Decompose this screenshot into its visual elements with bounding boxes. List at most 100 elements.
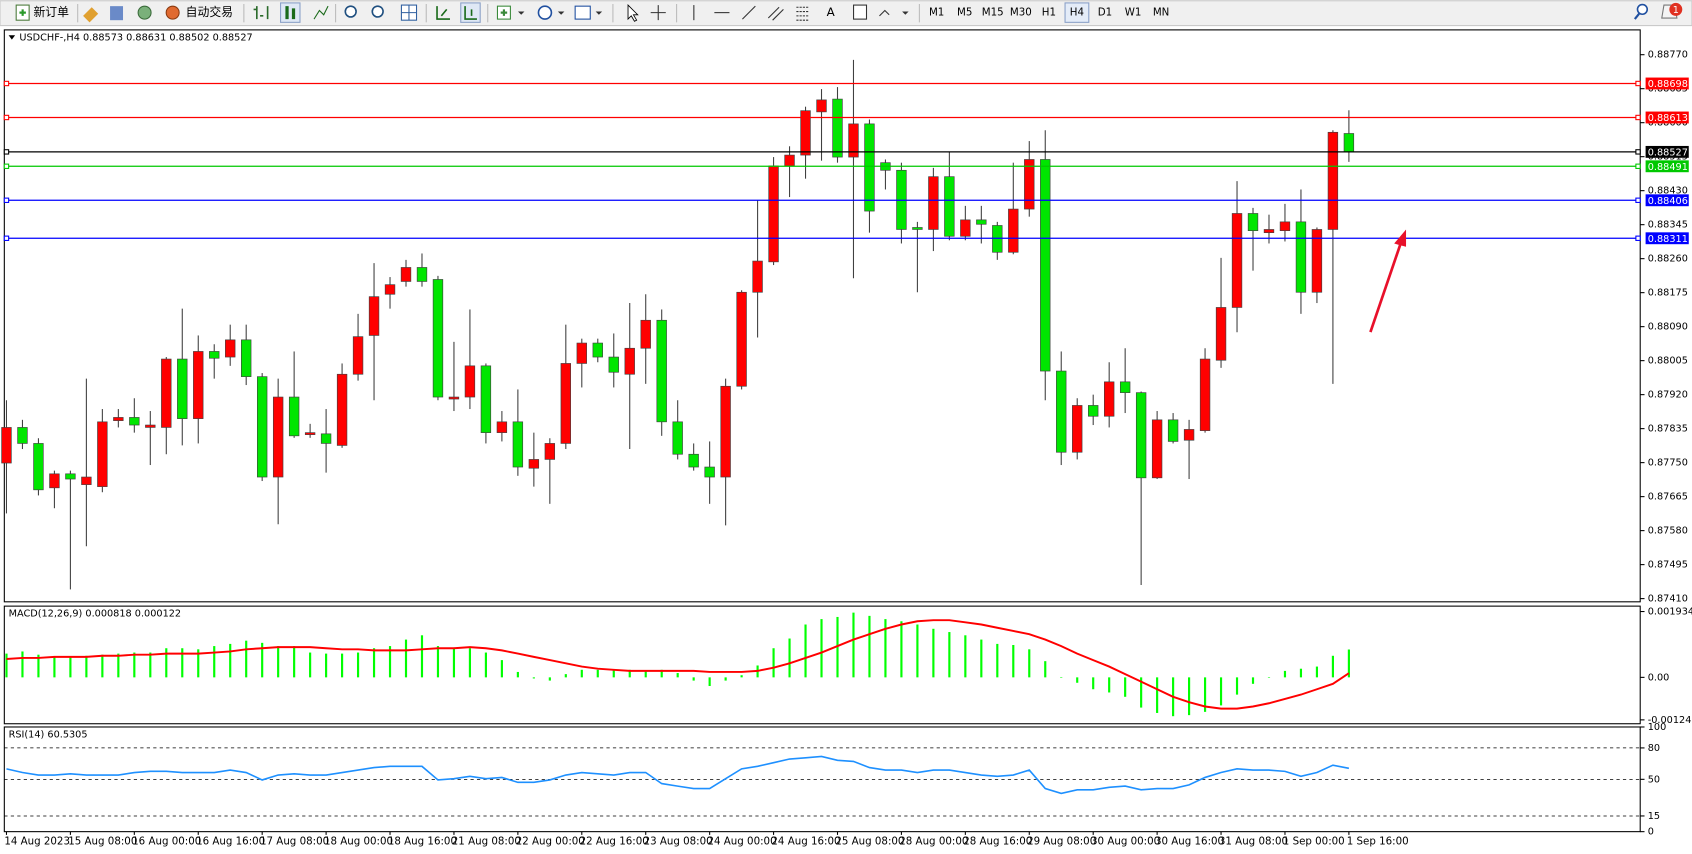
icon-button[interactable] (313, 5, 329, 20)
candle-body (320, 433, 332, 444)
timeframe-button[interactable]: M15 (982, 7, 1004, 19)
macd-bar (1299, 668, 1303, 678)
arrows-tool[interactable] (879, 9, 890, 17)
y-tick-label: 0.88260 (1648, 254, 1688, 265)
macd-bar (1028, 649, 1031, 678)
timeframe-button[interactable]: M30 (1010, 7, 1032, 19)
crosshair-tool[interactable] (650, 5, 666, 21)
text-tool[interactable]: A (827, 5, 836, 19)
line-handle[interactable] (1635, 163, 1641, 169)
icon-button[interactable] (253, 6, 269, 20)
dropdown[interactable] (902, 11, 909, 15)
candle-body (81, 476, 92, 485)
line-handle[interactable] (1635, 197, 1641, 203)
macd-bar (548, 677, 551, 681)
price-label-bg (1645, 77, 1689, 90)
macd-bar (229, 643, 232, 678)
y-tick-label: 0.87920 (1648, 390, 1688, 401)
candle-body (129, 417, 140, 426)
y-tick-label: 50 (1648, 774, 1660, 785)
macd-bar (1203, 677, 1207, 712)
fibo-tool[interactable] (796, 6, 810, 21)
macd-bar (1044, 661, 1047, 678)
macd-bar (1140, 677, 1143, 708)
line-handle[interactable] (3, 80, 10, 87)
x-tick-label: 28 Aug 16:00 (963, 835, 1032, 847)
icon-button[interactable] (280, 2, 301, 23)
y-tick-label: 0.87495 (1648, 560, 1688, 571)
timeframe-button[interactable]: W1 (1125, 7, 1142, 19)
macd-bar (692, 677, 695, 681)
icon (401, 5, 417, 21)
candle-body (352, 336, 364, 375)
rsi-line (6, 755, 1350, 795)
zoom-out[interactable] (371, 5, 384, 18)
macd-bar (101, 654, 104, 678)
templates-button[interactable] (574, 5, 591, 20)
label-tool[interactable] (853, 4, 868, 20)
search-button[interactable] (1633, 13, 1640, 20)
trendline-tool[interactable] (742, 5, 756, 20)
macd-bar (1331, 655, 1334, 678)
candle-body (1167, 419, 1179, 442)
price-label-bg (1645, 160, 1689, 173)
macd-bar (884, 619, 887, 678)
line-handle[interactable] (1635, 80, 1641, 87)
timeframe-button[interactable]: MN (1153, 7, 1170, 19)
y-tick-label: 0.88430 (1648, 186, 1688, 197)
periods-button[interactable] (537, 5, 553, 20)
macd-bar (820, 619, 823, 678)
candle-body (416, 267, 428, 282)
line-handle[interactable] (3, 163, 10, 169)
macd-bar (85, 655, 88, 678)
y-tick-label: 80 (1648, 743, 1660, 754)
icon-button[interactable] (83, 7, 99, 23)
channel-tool[interactable] (767, 6, 784, 21)
candle-body (720, 385, 731, 478)
line-handle[interactable] (1635, 114, 1641, 121)
macd-bar (213, 646, 216, 678)
line-handle[interactable] (3, 197, 10, 203)
x-tick-label: 29 Aug 08:00 (1027, 835, 1096, 847)
timeframe-button[interactable]: D1 (1098, 7, 1112, 19)
line-handle[interactable] (3, 114, 10, 121)
icon-button[interactable] (436, 6, 450, 20)
line-handle[interactable] (3, 235, 10, 241)
line-handle[interactable] (1635, 235, 1641, 241)
candle-body (928, 176, 939, 230)
macd-bar (1188, 677, 1191, 716)
y-tick-label: 0.88175 (1648, 288, 1688, 299)
macd-bar (21, 651, 24, 678)
new-order-button[interactable]: 新订单 (15, 4, 69, 21)
timeframe-button[interactable]: M1 (929, 7, 944, 19)
icon-button[interactable] (137, 5, 152, 20)
candle-body (1231, 213, 1243, 308)
line-handle[interactable] (1635, 149, 1641, 155)
dropdown[interactable] (595, 11, 603, 15)
candle-body (1327, 131, 1339, 230)
x-tick-label: 1 Sep 16:00 (1347, 835, 1409, 847)
y-tick-label: 0.87410 (1648, 594, 1688, 605)
timeframe-button[interactable]: H4 (1070, 7, 1084, 19)
dropdown[interactable] (517, 11, 525, 15)
macd-bar (277, 646, 280, 678)
macd-bar (484, 652, 487, 678)
auto-trading-button[interactable]: 自动交易 (165, 5, 233, 20)
timeframe-button[interactable]: H1 (1042, 7, 1056, 19)
macd-bar (1219, 677, 1223, 706)
macd-bar (197, 649, 200, 678)
timeframe-button[interactable]: M5 (957, 7, 972, 19)
candle-body (576, 342, 587, 364)
dropdown[interactable] (557, 11, 565, 15)
macd-bar (133, 652, 136, 678)
candle-body (97, 421, 108, 487)
y-tick-label: 0.88770 (1648, 50, 1688, 61)
icon-button[interactable] (110, 6, 124, 21)
candle-body (1151, 419, 1163, 479)
y-tick-label: -0.001249 (1648, 715, 1692, 726)
panel-title: MACD(12,26,9) 0.000818 0.000122 (9, 609, 181, 620)
line-handle[interactable] (3, 149, 10, 155)
zoom-in[interactable] (344, 5, 357, 18)
cursor-tool[interactable] (627, 4, 639, 22)
